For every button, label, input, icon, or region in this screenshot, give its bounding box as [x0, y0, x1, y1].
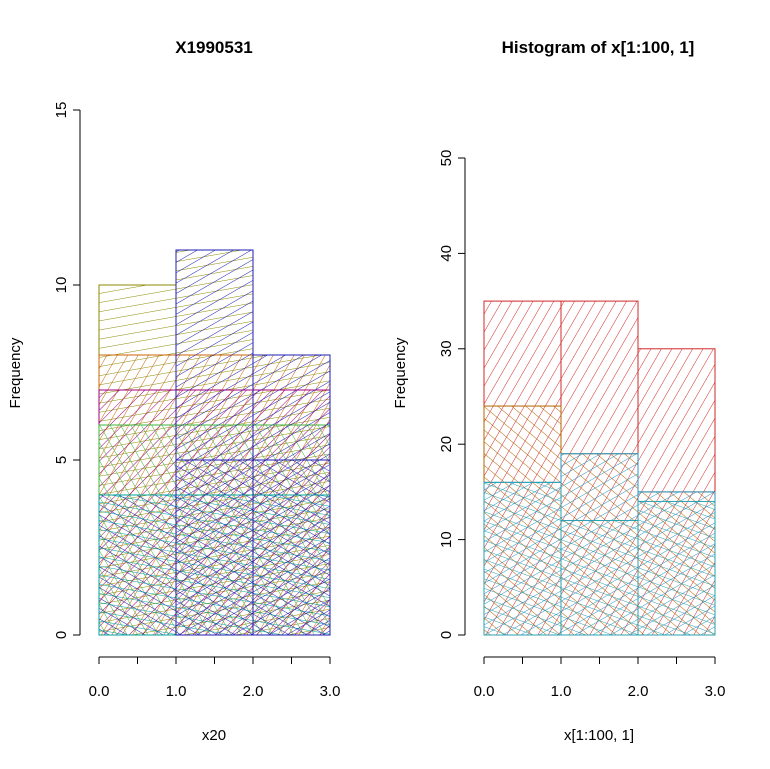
histogram-panel-left: X1990531 x20 Frequency 0 5 10 15 0.0 1.0 2.0 3.… — [7, 38, 340, 744]
y-tick-label: 15 — [53, 102, 70, 119]
y-axis-label: Frequency — [7, 337, 24, 408]
bars — [98, 249, 331, 636]
histogram-bar — [98, 494, 177, 636]
y-tick-label: 5 — [53, 456, 70, 464]
histogram-bar — [483, 481, 562, 636]
x-tick-label: 1.0 — [551, 683, 572, 700]
y-tick-label: 0 — [438, 631, 455, 639]
y-tick-label: 10 — [53, 277, 70, 294]
x-tick-label: 3.0 — [705, 683, 726, 700]
x-tick-label: 2.0 — [628, 683, 649, 700]
y-tick-label: 50 — [438, 150, 455, 167]
axes: 0 5 10 15 0.0 1.0 2.0 3.0 — [53, 102, 340, 700]
x-tick-label: 2.0 — [243, 683, 264, 700]
y-tick-label: 0 — [53, 631, 70, 639]
chart-title: X1990531 — [175, 38, 253, 57]
x-tick-label: 0.0 — [89, 683, 110, 700]
x-axis-label: x20 — [202, 727, 226, 744]
y-tick-label: 30 — [438, 340, 455, 357]
histogram-panel-right: Histogram of x[1:100, 1] x[1:100, 1] Fre… — [392, 38, 725, 744]
bars — [483, 300, 716, 636]
y-tick-label: 10 — [438, 531, 455, 548]
histogram-bar — [560, 520, 639, 636]
y-tick-label: 40 — [438, 245, 455, 262]
histogram-bar — [175, 249, 254, 636]
x-tick-label: 3.0 — [320, 683, 341, 700]
axes: 0 10 20 30 40 50 0.0 1.0 2.0 3.0 — [438, 150, 725, 700]
histogram-bar — [637, 500, 716, 636]
x-tick-label: 0.0 — [474, 683, 495, 700]
y-tick-label: 20 — [438, 436, 455, 453]
x-axis-label: x[1:100, 1] — [564, 727, 634, 744]
histogram-bar — [252, 354, 331, 636]
y-axis-label: Frequency — [392, 337, 409, 408]
x-tick-label: 1.0 — [166, 683, 187, 700]
chart-title: Histogram of x[1:100, 1] — [502, 38, 695, 57]
